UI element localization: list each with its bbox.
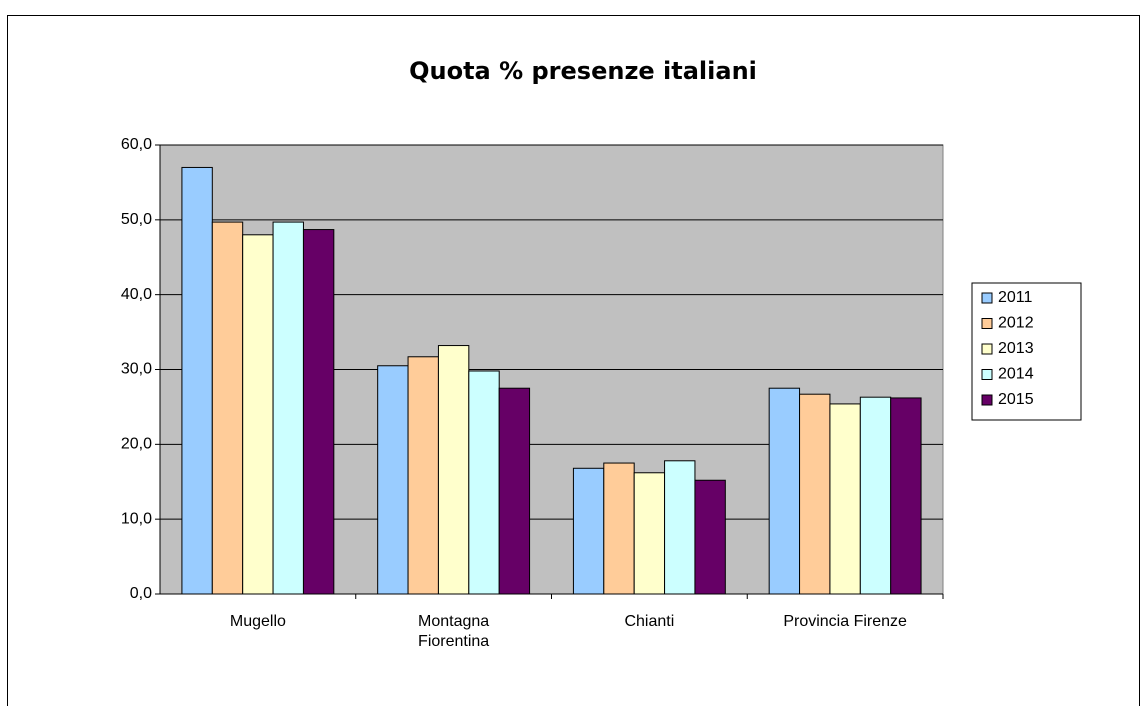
y-tick-label: 40,0 <box>121 286 152 303</box>
x-tick-label: Montagna Fiorentina <box>418 613 490 650</box>
bar <box>829 403 861 595</box>
legend-swatch <box>981 292 993 304</box>
bar <box>437 345 470 595</box>
bar <box>498 387 531 595</box>
bar <box>407 356 439 595</box>
legend-label: 2012 <box>998 315 1034 332</box>
legend-label: 2015 <box>998 391 1034 408</box>
bar <box>302 229 335 595</box>
bar <box>799 393 831 595</box>
y-tick-label: 30,0 <box>121 361 152 378</box>
bar <box>603 462 635 595</box>
bar <box>272 221 304 595</box>
bar <box>468 370 500 595</box>
bar <box>572 467 605 595</box>
legend-label: 2013 <box>998 340 1034 357</box>
bar <box>890 397 922 595</box>
bar <box>242 234 274 595</box>
legend-swatch <box>981 394 993 406</box>
legend-swatch <box>981 318 993 329</box>
bar <box>694 479 726 595</box>
bar <box>859 396 892 595</box>
x-tick-label: Mugello <box>229 613 286 630</box>
bar <box>181 166 213 595</box>
bar <box>664 460 696 595</box>
bar <box>768 387 801 595</box>
chart-title: Quota % presenze italiani <box>409 57 757 85</box>
legend-swatch <box>981 343 993 355</box>
legend-swatch <box>981 369 993 380</box>
y-tick-label: 50,0 <box>121 211 152 228</box>
bar <box>211 221 244 595</box>
x-tick-label: Provincia Firenze <box>783 613 907 630</box>
bar <box>633 472 666 595</box>
y-tick-label: 0,0 <box>130 585 152 602</box>
y-tick-label: 10,0 <box>121 510 152 527</box>
bar <box>377 365 409 595</box>
y-tick-label: 20,0 <box>121 436 152 453</box>
legend-label: 2014 <box>998 366 1034 383</box>
x-tick-label: Chianti <box>624 613 675 630</box>
y-tick-label: 60,0 <box>121 136 152 153</box>
legend-label: 2011 <box>998 289 1033 306</box>
